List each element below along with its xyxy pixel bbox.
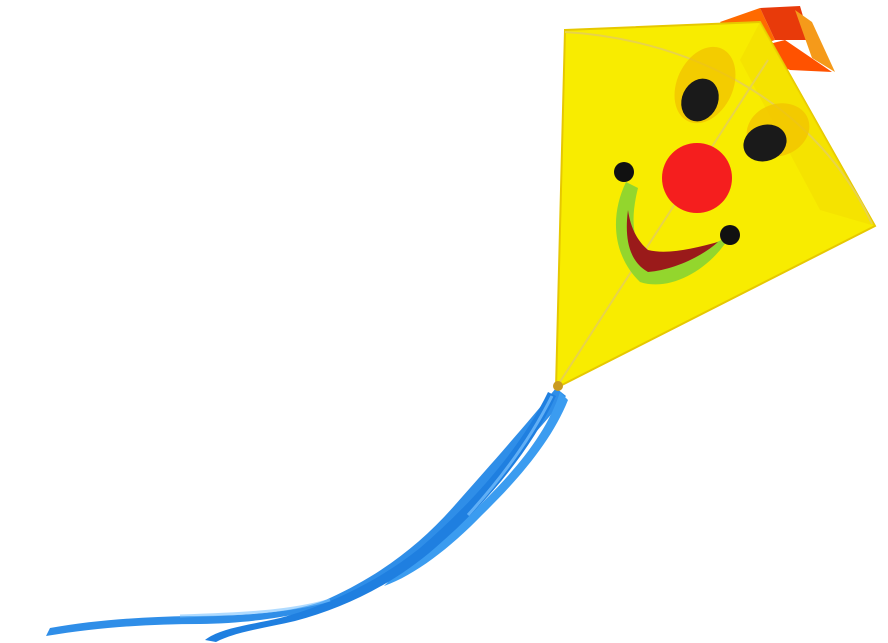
kite-face xyxy=(614,46,810,285)
tuft-piece-3 xyxy=(795,10,835,72)
left-dimple-icon xyxy=(614,162,634,182)
left-eye-icon xyxy=(681,78,719,122)
kite-nose-knot xyxy=(553,381,563,391)
kite-tail xyxy=(46,388,568,642)
tail-highlight-2 xyxy=(179,598,331,618)
tail-highlight xyxy=(466,395,554,517)
kite-spine xyxy=(555,59,769,389)
mouth-inner xyxy=(626,210,718,272)
nose-icon xyxy=(662,143,732,213)
right-eye-icon xyxy=(743,124,787,162)
kite-spar xyxy=(564,31,873,225)
right-dimple-icon xyxy=(720,225,740,245)
